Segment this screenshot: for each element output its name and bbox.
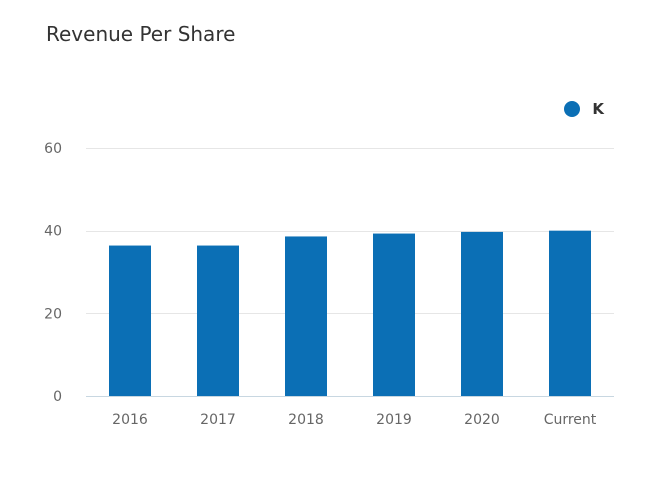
y-tick-label: 40 [44, 224, 62, 240]
axes: 0 20 40 60 2016 2017 2018 2019 2020 Current [44, 141, 597, 428]
x-tick-label: 2017 [200, 412, 236, 428]
bar-2017[interactable] [197, 245, 239, 396]
chart-title: Revenue Per Share [46, 22, 236, 46]
x-tick-label: Current [544, 412, 597, 428]
bar-2016[interactable] [109, 245, 151, 396]
x-tick-label: 2016 [112, 412, 148, 428]
bar-2020[interactable] [461, 231, 503, 396]
y-tick-label: 20 [44, 306, 62, 322]
y-tick-label: 60 [44, 141, 62, 157]
x-tick-label: 2020 [464, 412, 500, 428]
x-tick-label: 2018 [288, 412, 324, 428]
x-tick-label: 2019 [376, 412, 412, 428]
bar-current[interactable] [549, 230, 591, 396]
gridlines [86, 148, 614, 397]
legend[interactable]: K [564, 100, 604, 118]
bar-2018[interactable] [285, 236, 327, 396]
bars [109, 230, 591, 396]
bar-2019[interactable] [373, 233, 415, 396]
legend-marker-icon [564, 101, 581, 117]
legend-label: K [592, 100, 604, 118]
y-tick-label: 0 [53, 389, 62, 405]
